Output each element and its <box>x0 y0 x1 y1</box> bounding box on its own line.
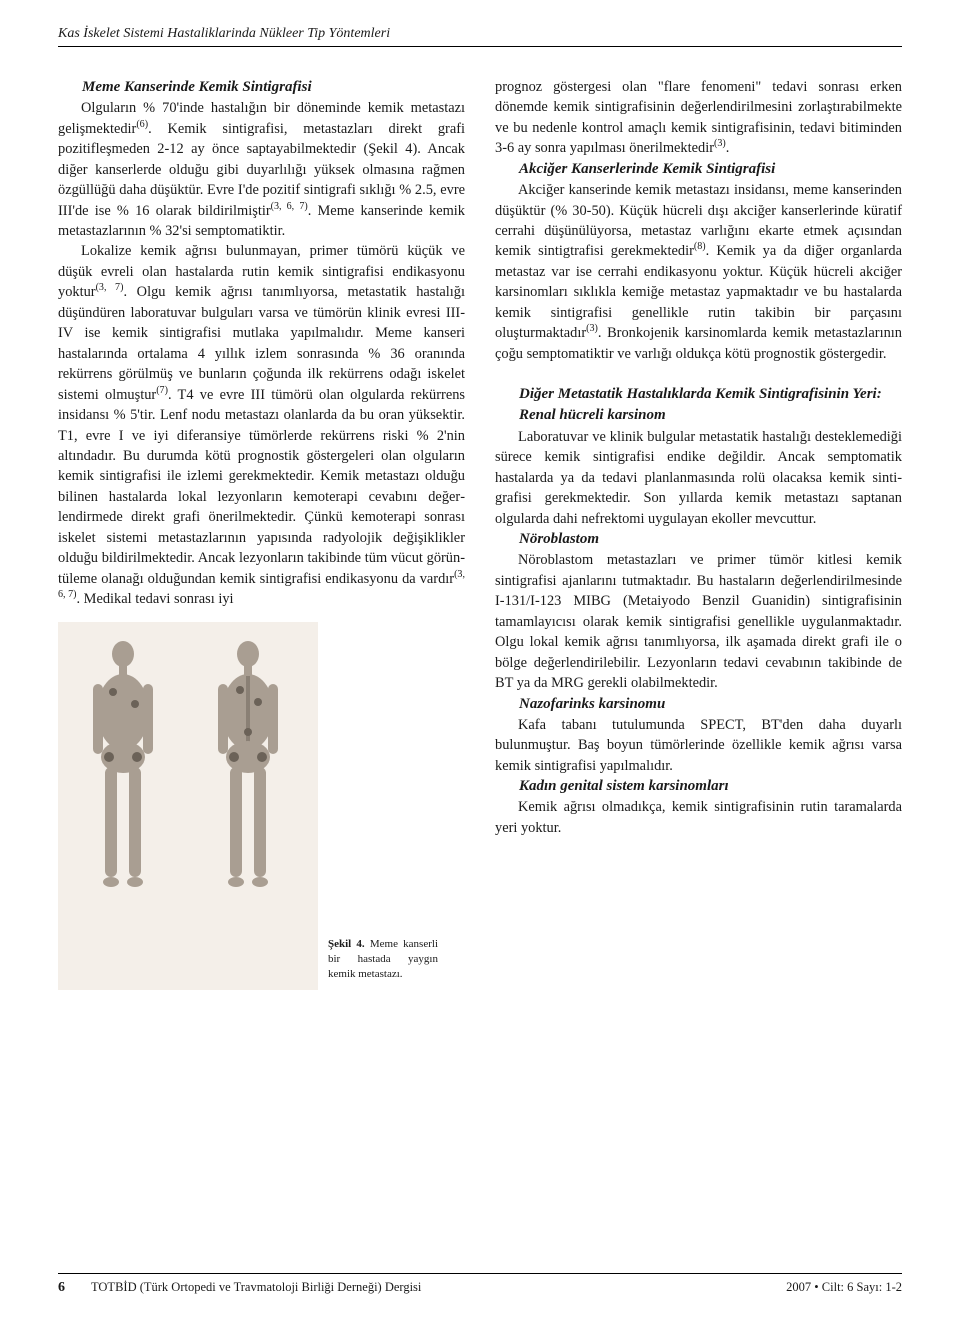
text: prognoz göstergesi olan "flare fenomeni"… <box>495 79 902 156</box>
left-paragraph-1: Olguların % 70'inde hastalığın bir dönem… <box>58 98 465 241</box>
page-number: 6 <box>58 1280 65 1296</box>
scintigraphy-icon <box>58 622 318 990</box>
figure-label: Şekil 4. <box>328 938 365 950</box>
right-paragraph-6: Kemik ağrısı olmadıkça, kemik sintigrafi… <box>495 797 902 838</box>
page: Kas İskelet Sistemi Hastaliklarinda Nükl… <box>0 0 960 1324</box>
reference-7: (7) <box>156 385 168 396</box>
journal-name: TOTBİD (Türk Ortopedi ve Travmatoloji Bi… <box>91 1280 421 1295</box>
right-paragraph-3: Laboratuvar ve klinik bulgular metastati… <box>495 427 902 529</box>
footer-left: 6 TOTBİD (Türk Ortopedi ve Travmatoloji … <box>58 1280 421 1296</box>
reference-3b: (3) <box>586 323 598 334</box>
right-paragraph-5: Kafa tabanı tutulumunda SPECT, BT'den da… <box>495 715 902 776</box>
right-column: prognoz göstergesi olan "flare fenomeni"… <box>495 77 902 990</box>
subhead-nazofarinks: Nazofarinks karsinomu <box>519 694 902 715</box>
left-paragraph-2: Lokalize kemik ağrısı bulunmayan, primer… <box>58 241 465 609</box>
subhead-neuroblastom: Nöroblastom <box>519 529 902 550</box>
figure-4-caption: Şekil 4. Meme kanserli bir hasta­da yayg… <box>328 937 438 990</box>
figure-4-image <box>58 622 318 990</box>
right-paragraph-2: Akciğer kanserinde kemik metastazı insid… <box>495 180 902 364</box>
figure-4-block: Şekil 4. Meme kanserli bir hasta­da yayg… <box>58 622 465 990</box>
running-head: Kas İskelet Sistemi Hastaliklarinda Nükl… <box>58 26 902 47</box>
left-column: Meme Kanserinde Kemik Sintigrafisi Olgul… <box>58 77 465 990</box>
reference-3: (3) <box>714 139 726 150</box>
reference-3-6-7: (3, 6, 7) <box>271 201 308 212</box>
subhead-renal: Renal hücreli karsinom <box>519 405 902 426</box>
right-heading-1: Akciğer Kanserlerinde Kemik Sintigrafisi <box>519 159 902 180</box>
left-heading: Meme Kanserinde Kemik Sintigrafisi <box>82 77 465 98</box>
issue-info: 2007 • Cilt: 6 Sayı: 1-2 <box>786 1280 902 1296</box>
page-footer: 6 TOTBİD (Türk Ortopedi ve Travmatoloji … <box>58 1273 902 1296</box>
text: . Medikal tedavi sonrası iyi <box>76 591 233 607</box>
reference-8: (8) <box>694 242 706 253</box>
reference-6: (6) <box>136 119 148 130</box>
reference-3-7: (3, 7) <box>96 283 124 294</box>
right-heading-2: Diğer Metastatik Hastalıklarda Kemik Sin… <box>519 384 902 405</box>
right-paragraph-4: Nöroblastom metastazları ve primer tümör… <box>495 550 902 693</box>
text: . Olgu kemik ağrısı tanımlıyorsa, metast… <box>58 284 465 402</box>
text: . <box>726 140 730 156</box>
subhead-kadin-genital: Kadın genital sistem karsinomları <box>519 776 902 797</box>
column-container: Meme Kanserinde Kemik Sintigrafisi Olgul… <box>58 77 902 990</box>
right-paragraph-1: prognoz göstergesi olan "flare fenomeni"… <box>495 77 902 159</box>
text: . T4 ve evre III tümörü olan olgularda r… <box>58 387 465 587</box>
